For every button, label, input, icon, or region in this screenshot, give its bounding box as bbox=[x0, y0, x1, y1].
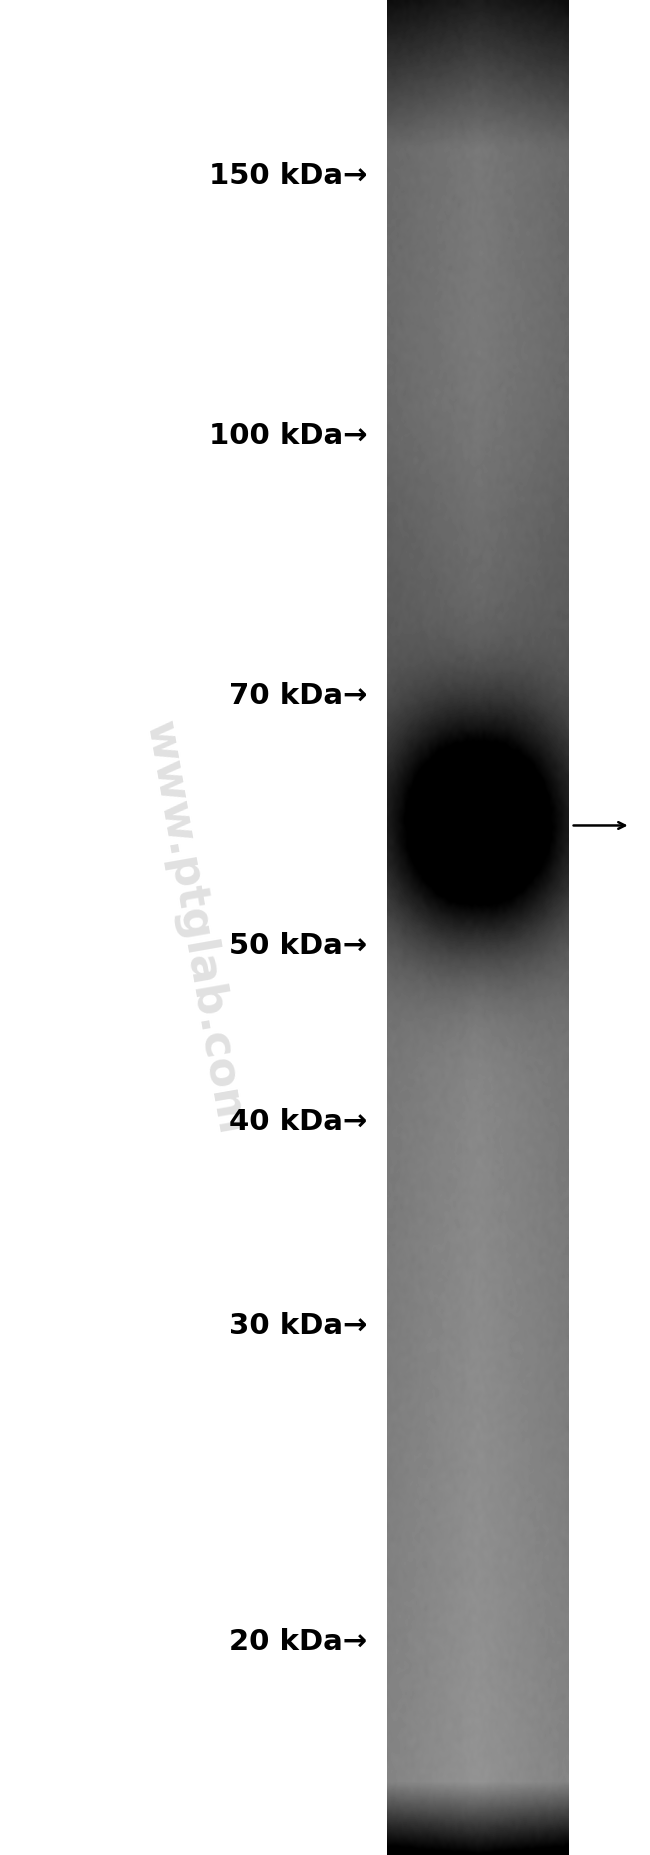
Text: www.ptglab.com: www.ptglab.com bbox=[137, 718, 253, 1137]
Text: 100 kDa→: 100 kDa→ bbox=[209, 421, 367, 451]
Text: 70 kDa→: 70 kDa→ bbox=[229, 681, 367, 710]
Text: 40 kDa→: 40 kDa→ bbox=[229, 1107, 367, 1137]
Text: 150 kDa→: 150 kDa→ bbox=[209, 161, 367, 191]
Text: 50 kDa→: 50 kDa→ bbox=[229, 931, 367, 961]
Text: 20 kDa→: 20 kDa→ bbox=[229, 1627, 367, 1657]
Text: 30 kDa→: 30 kDa→ bbox=[229, 1311, 367, 1341]
